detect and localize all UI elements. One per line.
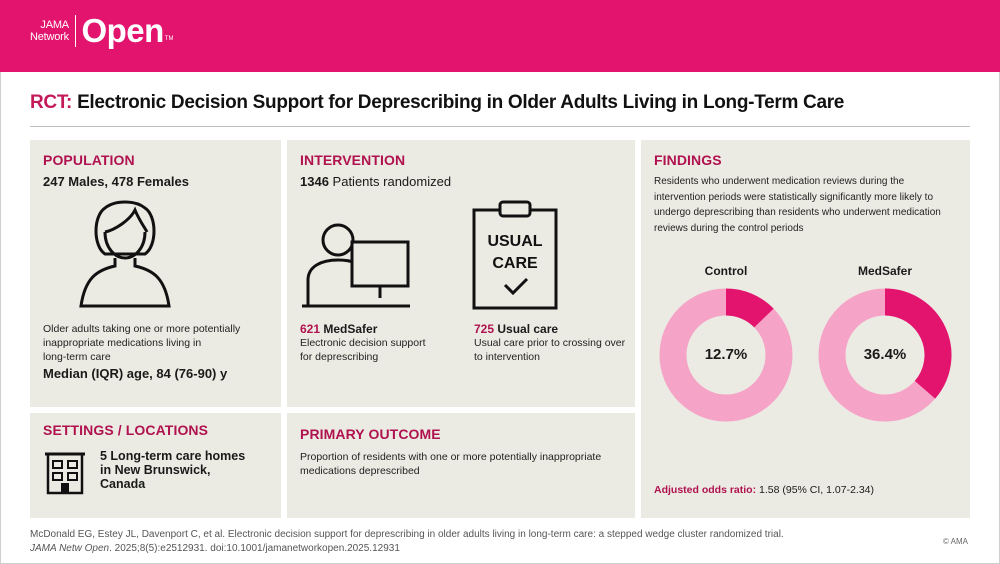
- arm-usual-care-name: Usual care: [497, 322, 559, 336]
- outcome-heading: PRIMARY OUTCOME: [300, 426, 441, 442]
- person-icon: [79, 200, 171, 308]
- randomized-text: Patients randomized: [332, 174, 452, 189]
- settings-heading: SETTINGS / LOCATIONS: [43, 422, 209, 438]
- population-counts: 247 Males, 478 Females: [43, 174, 189, 189]
- donut-value-segment: [884, 288, 952, 399]
- settings-line: in New Brunswick,: [100, 463, 211, 477]
- intervention-heading: INTERVENTION: [300, 152, 406, 168]
- logo-small-text: JAMA Network: [30, 19, 69, 43]
- settings-line: Canada: [100, 477, 146, 491]
- logo-network: Network: [30, 31, 69, 43]
- clipboard-text-care: CARE: [492, 255, 538, 272]
- arm-usual-care: 725 Usual care Usual care prior to cross…: [474, 322, 625, 364]
- intervention-panel: INTERVENTION 1346 Patients randomized US…: [287, 140, 635, 407]
- randomized-line: 1346 Patients randomized: [300, 174, 451, 189]
- building-icon: [45, 452, 85, 495]
- donut-value-segment: [725, 288, 774, 328]
- population-description: Older adults taking one or more potentia…: [43, 322, 240, 364]
- population-females: 478 Females: [111, 174, 190, 189]
- citation-line-2: JAMA Netw Open. 2025;8(5):e2512931. doi:…: [30, 542, 784, 556]
- population-males: 247 Males,: [43, 174, 109, 189]
- findings-text-line: reviews during the control periods: [654, 222, 804, 234]
- odds-ratio-value: 1.58 (95% CI, 1.07-2.34): [759, 484, 874, 496]
- logo-divider: [74, 15, 77, 47]
- settings-panel: SETTINGS / LOCATIONS 5 Long-term care ho…: [30, 413, 281, 518]
- population-desc-line: Older adults taking one or more potentia…: [43, 323, 241, 335]
- page-title: RCT: Electronic Decision Support for Dep…: [30, 92, 844, 114]
- title-divider: [30, 126, 970, 127]
- outcome-text: Proportion of residents with one or more…: [300, 450, 601, 478]
- outcome-text-line: Proportion of residents with one or more…: [300, 451, 602, 463]
- arm-medsafer-desc: for deprescribing: [300, 351, 379, 363]
- population-heading: POPULATION: [43, 152, 135, 168]
- citation-line-1: McDonald EG, Estey JL, Davenport C, et a…: [30, 529, 784, 540]
- title-prefix: RCT:: [30, 92, 73, 113]
- settings-text: 5 Long-term care homes in New Brunswick,…: [100, 449, 245, 491]
- findings-text-line: intervention periods were statistically …: [654, 191, 934, 203]
- settings-line: 5 Long-term care homes: [100, 449, 246, 463]
- jama-network-open-logo[interactable]: JAMA Network Open TM: [30, 14, 173, 48]
- copyright: © AMA: [942, 537, 968, 546]
- donut-medsafer-title: MedSafer: [857, 264, 913, 278]
- findings-text-line: Residents who underwent medication revie…: [654, 176, 905, 187]
- arm-medsafer: 621 MedSafer Electronic decision support…: [300, 322, 425, 364]
- clipboard-icon: USUAL CARE: [472, 200, 558, 310]
- population-desc-line: inappropriate medications living in: [43, 337, 202, 349]
- findings-text: Residents who underwent medication revie…: [654, 174, 941, 236]
- logo-jama: JAMA: [40, 19, 69, 31]
- outcome-text-line: medications deprescribed: [300, 465, 420, 477]
- clipboard-text-usual: USUAL: [487, 233, 542, 250]
- arm-medsafer-title: 621 MedSafer: [300, 322, 425, 336]
- arm-medsafer-desc: Electronic decision support: [300, 337, 426, 349]
- findings-panel: FINDINGS Residents who underwent medicat…: [641, 140, 970, 518]
- donut-medsafer-value: 36.4%: [863, 346, 907, 363]
- donut-control-title: Control: [704, 264, 748, 278]
- logo-open: Open: [81, 12, 164, 49]
- arm-usual-care-desc: to intervention: [474, 351, 540, 363]
- computer-user-icon: [302, 223, 410, 308]
- citation-journal: JAMA Netw Open: [30, 543, 110, 554]
- population-panel: POPULATION 247 Males, 478 Females Older …: [30, 140, 281, 407]
- title-text: Electronic Decision Support for Deprescr…: [77, 92, 845, 113]
- arm-usual-care-title: 725 Usual care: [474, 322, 625, 336]
- randomized-count: 1346: [300, 174, 329, 189]
- logo-trademark: TM: [164, 36, 174, 42]
- odds-ratio: Adjusted odds ratio: 1.58 (95% CI, 1.07-…: [654, 484, 874, 496]
- primary-outcome-panel: PRIMARY OUTCOME Proportion of residents …: [287, 413, 635, 518]
- donut-chart-medsafer: [818, 288, 952, 422]
- population-desc-line: long-term care: [43, 351, 111, 363]
- citation-details: . 2025;8(5):e2512931. doi:10.1001/jamane…: [109, 543, 400, 554]
- arm-medsafer-count: 621: [300, 322, 321, 336]
- arm-usual-care-desc: Usual care prior to crossing over: [474, 337, 626, 349]
- odds-ratio-label: Adjusted odds ratio:: [654, 484, 757, 496]
- donut-control-value: 12.7%: [704, 346, 748, 363]
- population-median-age: Median (IQR) age, 84 (76-90) y: [43, 366, 228, 381]
- findings-text-line: undergo deprescribing than residents who…: [654, 207, 941, 218]
- arm-medsafer-name: MedSafer: [323, 322, 378, 336]
- findings-heading: FINDINGS: [654, 152, 722, 168]
- citation: McDonald EG, Estey JL, Davenport C, et a…: [30, 528, 784, 556]
- arm-usual-care-count: 725: [474, 322, 495, 336]
- header-bar: JAMA Network Open TM: [0, 0, 1000, 72]
- donut-chart-control: [659, 288, 793, 422]
